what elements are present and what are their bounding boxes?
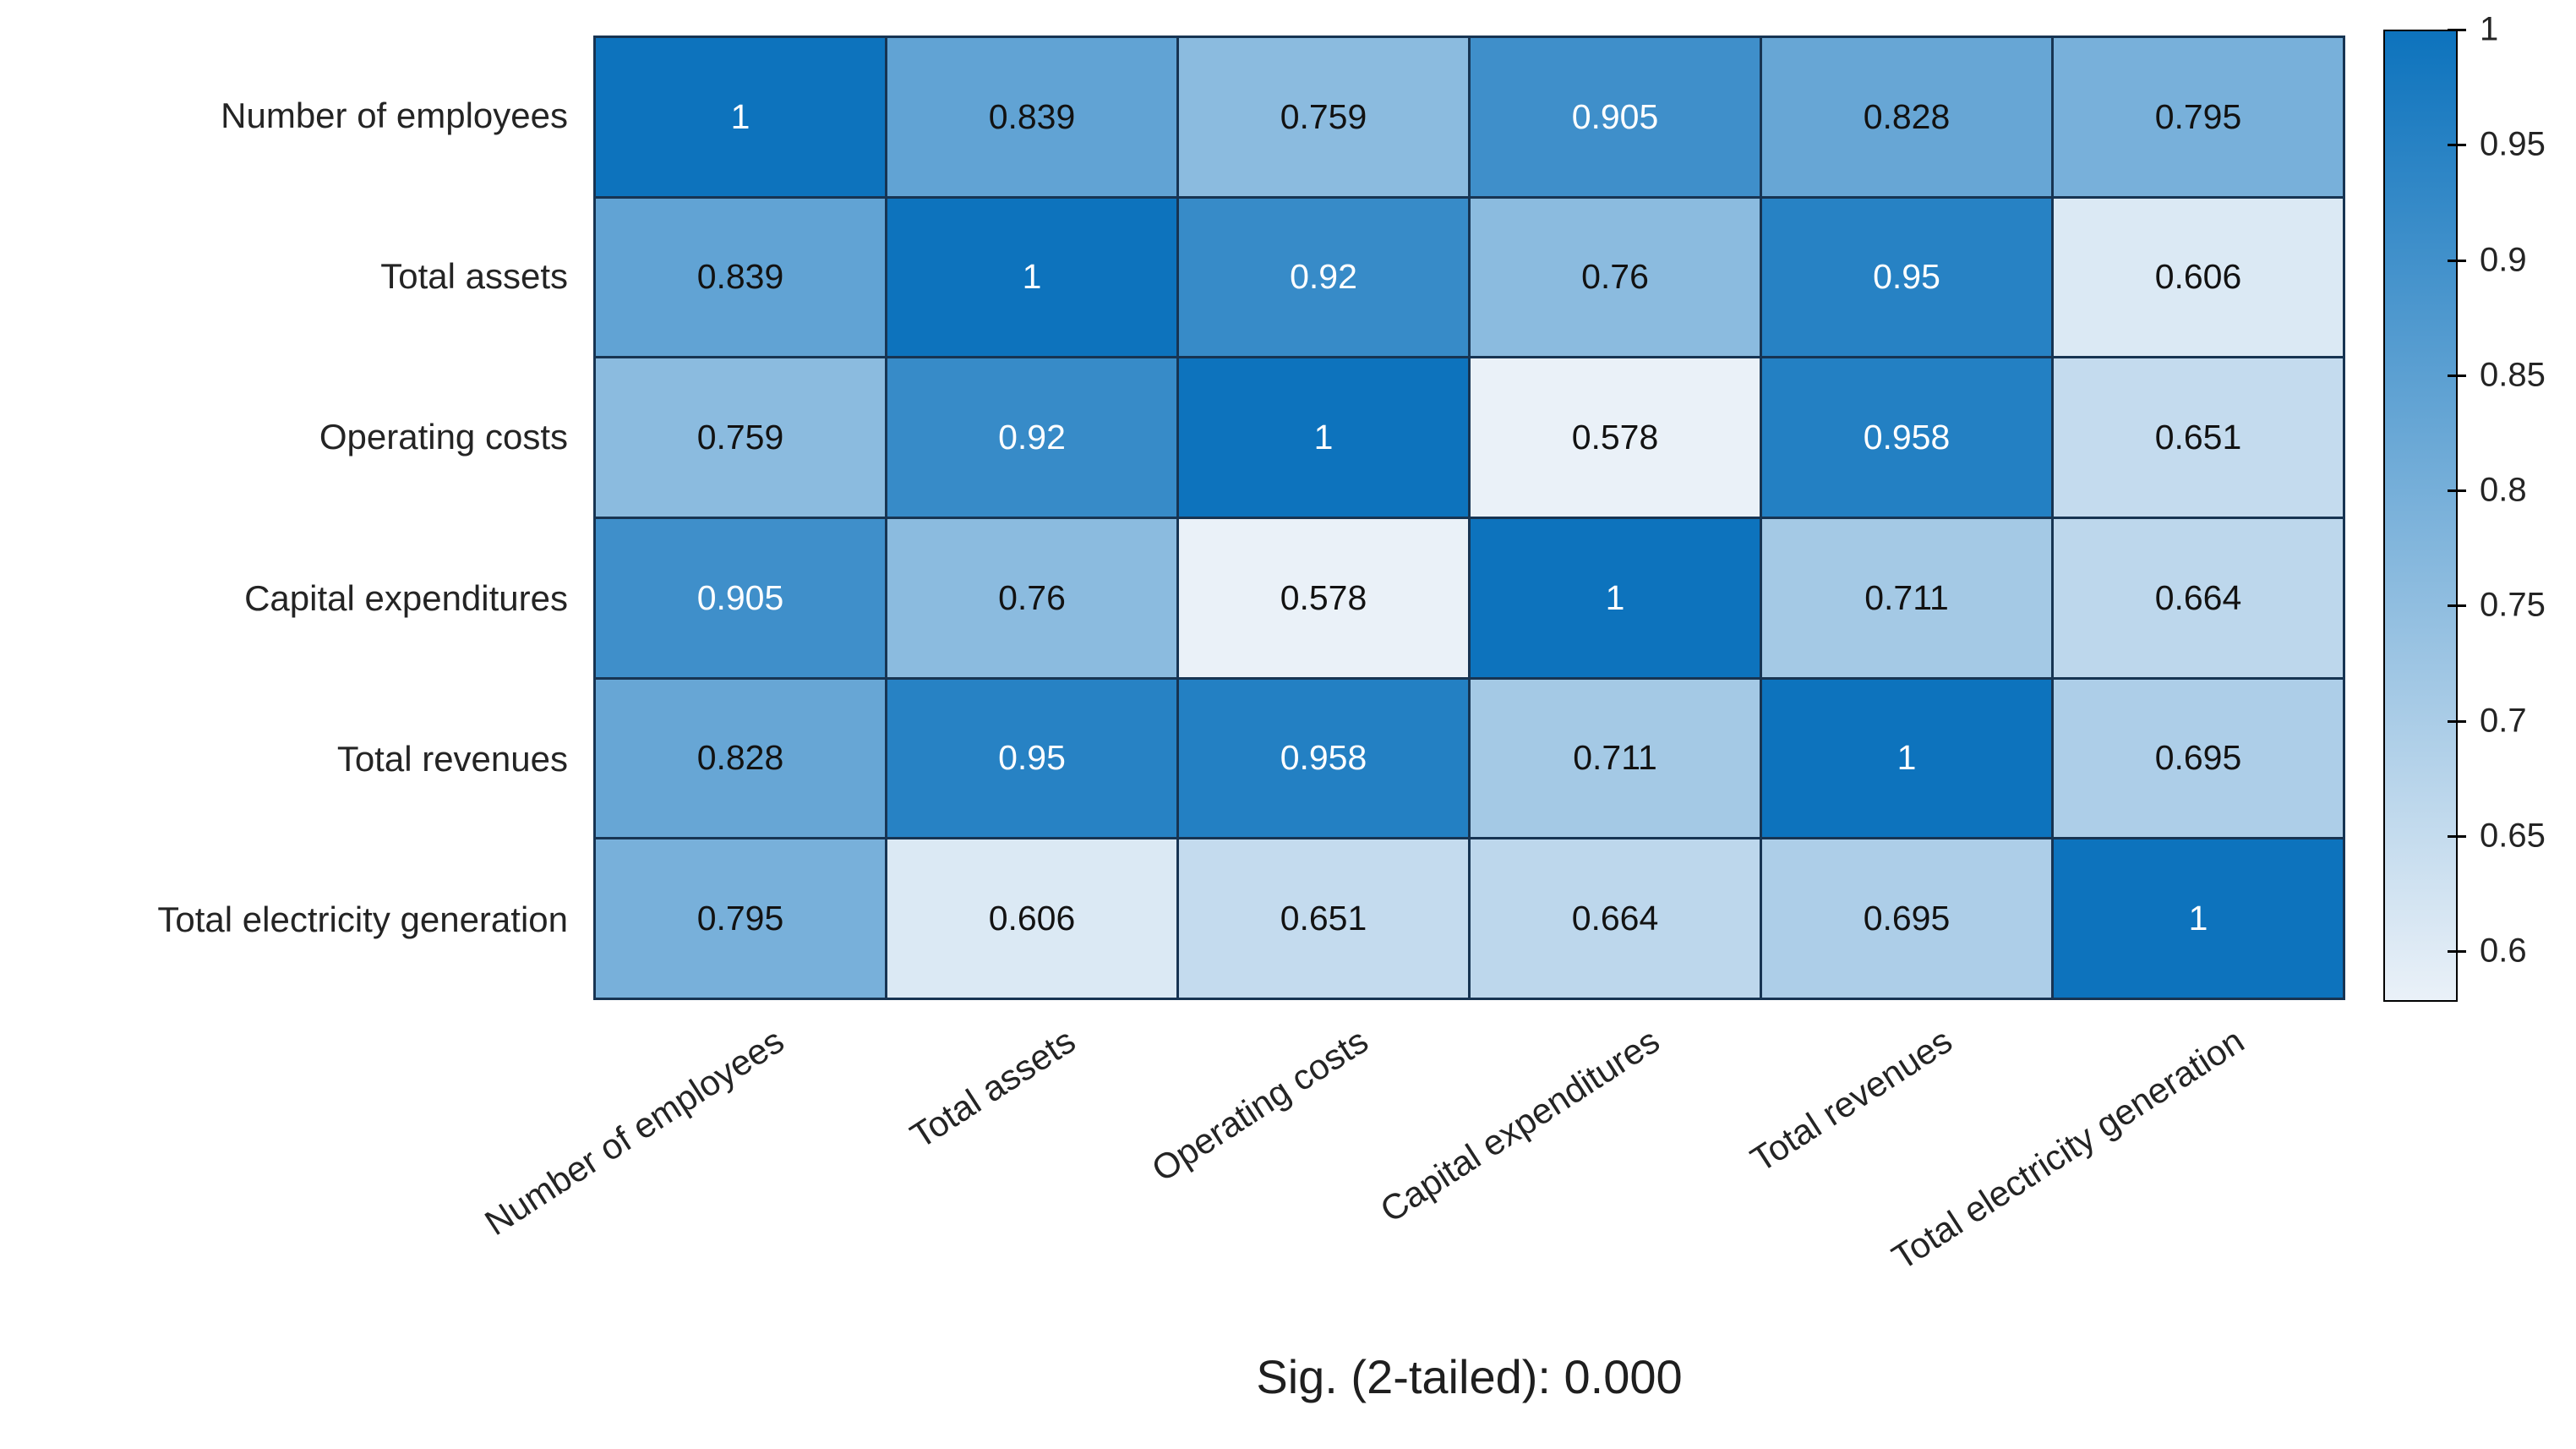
colorbar-tick-label: 0.7 — [2480, 702, 2527, 740]
row-label-0: Number of employees — [221, 96, 568, 136]
cell-r1-c5: 0.606 — [2054, 198, 2343, 357]
col-label-3: Capital expenditures — [1373, 1020, 1667, 1230]
cell-r2-c2: 1 — [1179, 358, 1468, 517]
cell-r0-c2: 0.759 — [1179, 38, 1468, 196]
colorbar-tick-label: 0.65 — [2480, 817, 2546, 855]
colorbar-tick-mark — [2448, 950, 2466, 953]
col-label-0: Number of employees — [478, 1020, 791, 1244]
cell-r5-c1: 0.606 — [887, 839, 1176, 998]
cell-r2-c4: 0.958 — [1762, 358, 2051, 517]
colorbar-tick-mark — [2448, 835, 2466, 838]
cell-r4-c3: 0.711 — [1471, 679, 1760, 838]
cell-r5-c0: 0.795 — [596, 839, 885, 998]
colorbar-tick-mark — [2448, 720, 2466, 723]
cell-r3-c4: 0.711 — [1762, 519, 2051, 677]
cell-r4-c4: 1 — [1762, 679, 2051, 838]
colorbar-tick-mark — [2448, 489, 2466, 492]
colorbar-tick-label: 0.6 — [2480, 932, 2527, 970]
figure-caption: Sig. (2-tailed): 0.000 — [1256, 1350, 1683, 1403]
cell-r2-c5: 0.651 — [2054, 358, 2343, 517]
colorbar-tick-label: 0.85 — [2480, 356, 2546, 394]
colorbar-tick-label: 0.95 — [2480, 125, 2546, 163]
cell-r5-c5: 1 — [2054, 839, 2343, 998]
cell-r1-c0: 0.839 — [596, 198, 885, 357]
cell-r5-c4: 0.695 — [1762, 839, 2051, 998]
colorbar — [2383, 30, 2458, 1002]
cell-r3-c5: 0.664 — [2054, 519, 2343, 677]
cell-r1-c4: 0.95 — [1762, 198, 2051, 357]
colorbar-tick-mark — [2448, 29, 2466, 31]
cell-r5-c2: 0.651 — [1179, 839, 1468, 998]
colorbar-tick-mark — [2448, 260, 2466, 262]
heatmap-grid: 1 0.839 0.759 0.905 0.828 0.795 0.839 1 0.92 0.76… — [593, 36, 2345, 1000]
row-label-2: Operating costs — [319, 417, 568, 457]
cell-r4-c2: 0.958 — [1179, 679, 1468, 838]
cell-r1-c3: 0.76 — [1471, 198, 1760, 357]
cell-r4-c1: 0.95 — [887, 679, 1176, 838]
colorbar-tick-label: 0.75 — [2480, 586, 2546, 624]
colorbar-tick-label: 1 — [2480, 10, 2499, 48]
row-label-5: Total electricity generation — [157, 899, 568, 939]
colorbar-tick-mark — [2448, 144, 2466, 146]
cell-r0-c0: 1 — [596, 38, 885, 196]
y-axis-labels: Number of employees Total assets Operating… — [0, 36, 568, 1000]
col-label-4: Total revenues — [1743, 1020, 1959, 1180]
cell-r4-c0: 0.828 — [596, 679, 885, 838]
col-label-2: Operating costs — [1144, 1020, 1375, 1189]
colorbar-tick-label: 0.9 — [2480, 241, 2527, 279]
cell-r0-c3: 0.905 — [1471, 38, 1760, 196]
cell-r2-c1: 0.92 — [887, 358, 1176, 517]
colorbar-tick-mark — [2448, 375, 2466, 377]
row-label-1: Total assets — [380, 256, 568, 297]
cell-r0-c4: 0.828 — [1762, 38, 2051, 196]
cell-r3-c0: 0.905 — [596, 519, 885, 677]
cell-r1-c2: 0.92 — [1179, 198, 1468, 357]
cell-r2-c0: 0.759 — [596, 358, 885, 517]
cell-r3-c2: 0.578 — [1179, 519, 1468, 677]
colorbar-tick-mark — [2448, 604, 2466, 607]
cell-r0-c1: 0.839 — [887, 38, 1176, 196]
col-label-1: Total assets — [903, 1020, 1083, 1156]
colorbar-tick-label: 0.8 — [2480, 471, 2527, 509]
cell-r4-c5: 0.695 — [2054, 679, 2343, 838]
row-label-3: Capital expenditures — [244, 577, 568, 618]
cell-r0-c5: 0.795 — [2054, 38, 2343, 196]
cell-r1-c1: 1 — [887, 198, 1176, 357]
row-label-4: Total revenues — [336, 738, 568, 779]
cell-r3-c3: 1 — [1471, 519, 1760, 677]
cell-r2-c3: 0.578 — [1471, 358, 1760, 517]
cell-r5-c3: 0.664 — [1471, 839, 1760, 998]
cell-r3-c1: 0.76 — [887, 519, 1176, 677]
